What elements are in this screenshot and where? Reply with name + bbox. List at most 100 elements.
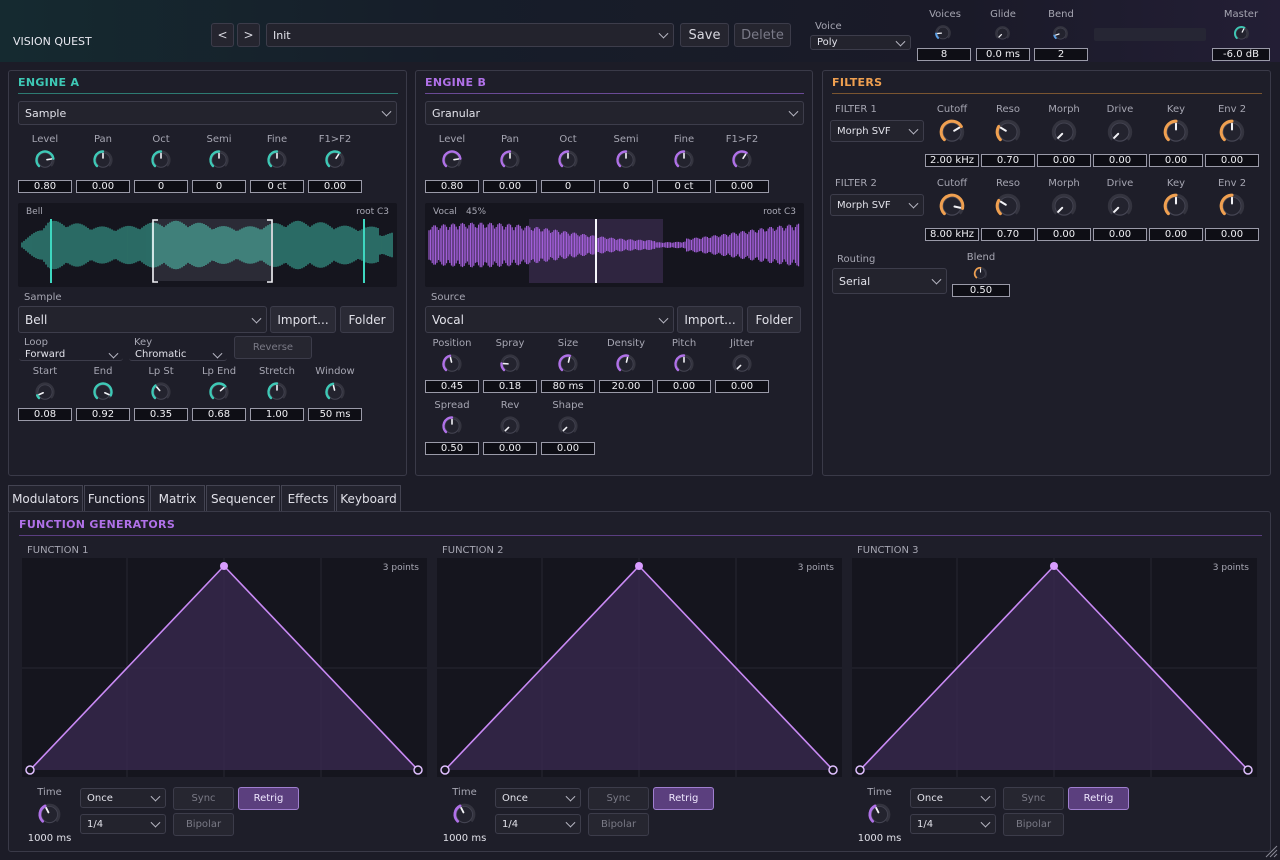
engine-b-density-value[interactable]: 20.00	[599, 380, 653, 393]
function-3-mode-select[interactable]: Once	[910, 788, 996, 808]
prev-preset-button[interactable]: <	[211, 23, 234, 47]
bend-knob[interactable]	[1052, 25, 1069, 42]
engine-b-fine-value[interactable]: 0 ct	[657, 180, 711, 193]
engine-a-semi-knob[interactable]	[208, 149, 230, 171]
filter-2-morph-value[interactable]: 0.00	[1037, 228, 1091, 241]
engine-a-folder-button[interactable]: Folder	[340, 306, 394, 333]
engine-a-start-value[interactable]: 0.08	[18, 408, 72, 421]
engine-a-oct-value[interactable]: 0	[134, 180, 188, 193]
filter-1-reso-knob[interactable]	[994, 118, 1022, 146]
engine-a-window-value[interactable]: 50 ms	[308, 408, 362, 421]
filter-1-drive-value[interactable]: 0.00	[1093, 154, 1147, 167]
engine-b-semi-value[interactable]: 0	[599, 180, 653, 193]
bend-value[interactable]: 2	[1034, 48, 1088, 61]
engine-a-fine-knob[interactable]	[266, 149, 288, 171]
function-3-sync-button[interactable]: Sync	[1003, 787, 1064, 810]
filter-1-cutoff-knob[interactable]	[938, 118, 966, 146]
filter-2-env-2-knob[interactable]	[1218, 192, 1246, 220]
filter-1-key-knob[interactable]	[1162, 118, 1190, 146]
engine-a-waveform[interactable]: Bell root C3	[18, 203, 397, 287]
engine-a-lp-end-value[interactable]: 0.68	[192, 408, 246, 421]
function-2-mode-select[interactable]: Once	[495, 788, 581, 808]
engine-b-shape-knob[interactable]	[557, 415, 579, 437]
filter-1-type-select[interactable]: Morph SVF	[830, 120, 924, 142]
function-3-rate-select[interactable]: 1/4	[910, 814, 996, 834]
engine-a-end-knob[interactable]	[92, 381, 114, 403]
engine-a-pan-knob[interactable]	[92, 149, 114, 171]
reverse-button[interactable]: Reverse	[234, 336, 312, 359]
engine-a-lp-end-knob[interactable]	[208, 381, 230, 403]
engine-b-spread-value[interactable]: 0.50	[425, 442, 479, 455]
engine-b-pan-knob[interactable]	[499, 149, 521, 171]
filter-1-morph-knob[interactable]	[1050, 118, 1078, 146]
engine-b-waveform[interactable]: Vocal 45% root C3	[425, 203, 804, 287]
engine-a-import-button[interactable]: Import...	[270, 306, 336, 333]
engine-b-fine-knob[interactable]	[673, 149, 695, 171]
engine-b-folder-button[interactable]: Folder	[747, 306, 801, 333]
engine-b-semi-knob[interactable]	[615, 149, 637, 171]
preset-select[interactable]: Init	[266, 23, 674, 47]
engine-b-spray-knob[interactable]	[499, 353, 521, 375]
filter-2-morph-knob[interactable]	[1050, 192, 1078, 220]
filter-2-key-knob[interactable]	[1162, 192, 1190, 220]
function-2-time-knob[interactable]	[452, 802, 477, 827]
engine-b-rev-knob[interactable]	[499, 415, 521, 437]
function-3-retrig-button[interactable]: Retrig	[1068, 787, 1129, 810]
engine-a-level-knob[interactable]	[34, 149, 56, 171]
engine-a-start-knob[interactable]	[34, 381, 56, 403]
function-2-sync-button[interactable]: Sync	[588, 787, 649, 810]
glide-value[interactable]: 0.0 ms	[976, 48, 1030, 61]
tab-sequencer[interactable]: Sequencer	[206, 485, 280, 512]
filter-2-drive-knob[interactable]	[1106, 192, 1134, 220]
delete-button[interactable]: Delete	[734, 23, 791, 47]
engine-a-end-value[interactable]: 0.92	[76, 408, 130, 421]
engine-b-pitch-knob[interactable]	[673, 353, 695, 375]
engine-b-pitch-value[interactable]: 0.00	[657, 380, 711, 393]
function-3-editor[interactable]: 3 points	[852, 558, 1257, 777]
engine-b-density-knob[interactable]	[615, 353, 637, 375]
tab-keyboard[interactable]: Keyboard	[336, 485, 401, 512]
engine-a-semi-value[interactable]: 0	[192, 180, 246, 193]
tab-modulators[interactable]: Modulators	[8, 485, 83, 512]
function-1-bipolar-button[interactable]: Bipolar	[173, 813, 234, 836]
engine-a-f1-f2-knob[interactable]	[324, 149, 346, 171]
function-3-bipolar-button[interactable]: Bipolar	[1003, 813, 1064, 836]
engine-b-f1-f2-knob[interactable]	[731, 149, 753, 171]
function-1-time-knob[interactable]	[37, 802, 62, 827]
engine-b-type-select[interactable]: Granular	[425, 101, 804, 125]
engine-a-stretch-value[interactable]: 1.00	[250, 408, 304, 421]
engine-b-jitter-knob[interactable]	[731, 353, 753, 375]
function-1-editor[interactable]: 3 points	[22, 558, 427, 777]
function-1-sync-button[interactable]: Sync	[173, 787, 234, 810]
tab-effects[interactable]: Effects	[281, 485, 335, 512]
function-2-bipolar-button[interactable]: Bipolar	[588, 813, 649, 836]
engine-b-size-knob[interactable]	[557, 353, 579, 375]
engine-b-jitter-value[interactable]: 0.00	[715, 380, 769, 393]
function-2-retrig-button[interactable]: Retrig	[653, 787, 714, 810]
save-button[interactable]: Save	[680, 23, 729, 47]
tab-functions[interactable]: Functions	[84, 485, 149, 512]
routing-select[interactable]: Serial	[832, 268, 947, 294]
key-select[interactable]: Chromatic	[129, 348, 227, 361]
filter-1-drive-knob[interactable]	[1106, 118, 1134, 146]
function-2-editor[interactable]: 3 points	[437, 558, 842, 777]
engine-a-oct-knob[interactable]	[150, 149, 172, 171]
master-knob[interactable]	[1233, 25, 1250, 42]
function-2-rate-select[interactable]: 1/4	[495, 814, 581, 834]
filter-2-key-value[interactable]: 0.00	[1149, 228, 1203, 241]
filter-1-reso-value[interactable]: 0.70	[981, 154, 1035, 167]
engine-b-oct-knob[interactable]	[557, 149, 579, 171]
engine-b-position-knob[interactable]	[441, 353, 463, 375]
filter-1-key-value[interactable]: 0.00	[1149, 154, 1203, 167]
function-1-mode-select[interactable]: Once	[80, 788, 166, 808]
engine-a-type-select[interactable]: Sample	[18, 101, 397, 125]
engine-b-level-value[interactable]: 0.80	[425, 180, 479, 193]
function-3-time-knob[interactable]	[867, 802, 892, 827]
engine-a-level-value[interactable]: 0.80	[18, 180, 72, 193]
engine-a-lp-st-knob[interactable]	[150, 381, 172, 403]
engine-b-import-button[interactable]: Import...	[677, 306, 743, 333]
engine-b-size-value[interactable]: 80 ms	[541, 380, 595, 393]
filter-2-drive-value[interactable]: 0.00	[1093, 228, 1147, 241]
engine-a-pan-value[interactable]: 0.00	[76, 180, 130, 193]
engine-b-level-knob[interactable]	[441, 149, 463, 171]
